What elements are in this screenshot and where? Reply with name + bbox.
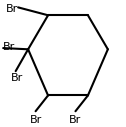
Text: Br: Br (6, 4, 18, 14)
Text: Br: Br (11, 73, 23, 83)
Text: Br: Br (29, 115, 42, 125)
Text: Br: Br (69, 115, 82, 125)
Text: Br: Br (3, 42, 15, 52)
